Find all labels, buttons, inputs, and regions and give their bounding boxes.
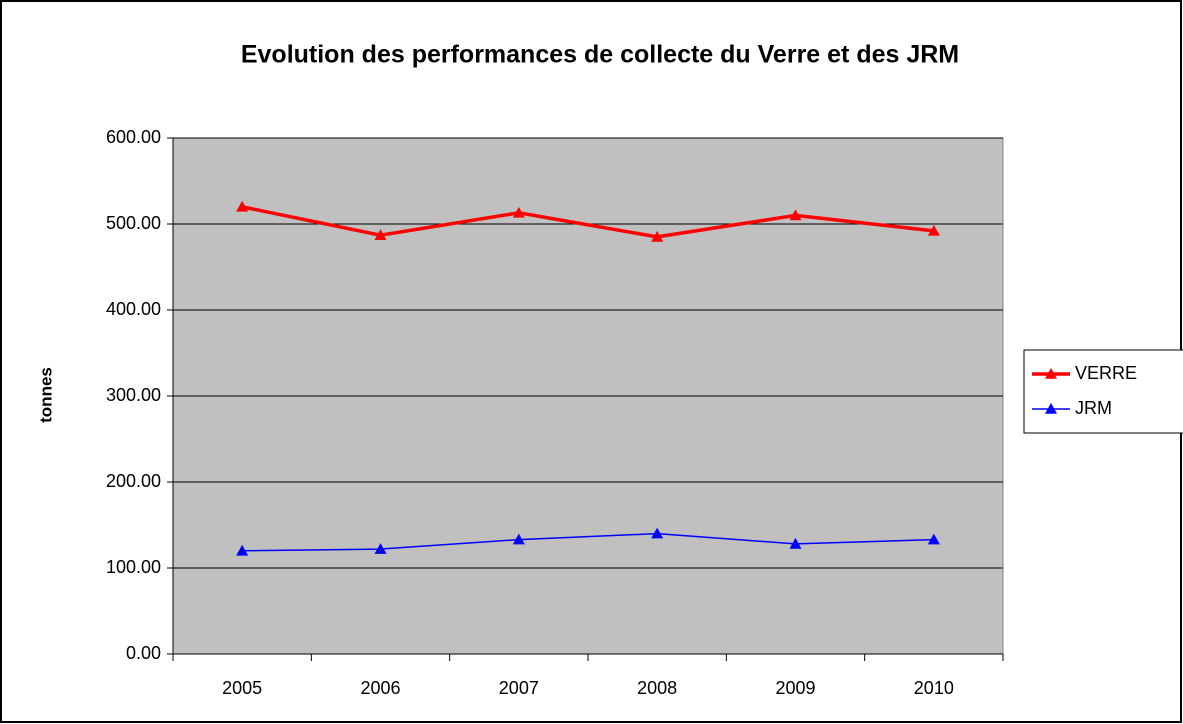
legend-marker: [1045, 403, 1057, 414]
series-line: [241, 205, 935, 239]
x-tick-label: 2007: [499, 678, 539, 698]
point-marker: [236, 200, 249, 212]
x-tick-label: 2008: [637, 678, 677, 698]
point-marker: [512, 533, 525, 545]
legend-label: JRM: [1075, 398, 1112, 418]
legend-box: [1023, 349, 1183, 434]
y-tick-label: 400.00: [106, 299, 161, 319]
point-marker: [651, 230, 664, 242]
legend-label: VERRE: [1075, 363, 1137, 383]
x-tick-label: 2005: [222, 678, 262, 698]
y-tick-label: 100.00: [106, 557, 161, 577]
point-marker: [789, 209, 802, 221]
x-tick-label: 2006: [360, 678, 400, 698]
y-tick-label: 200.00: [106, 471, 161, 491]
y-tick-label: 0.00: [126, 643, 161, 663]
y-axis-label: tonnes: [36, 367, 55, 423]
y-tick-label: 500.00: [106, 213, 161, 233]
series-line: [242, 532, 934, 552]
point-marker: [236, 544, 249, 556]
point-marker: [927, 533, 940, 545]
x-tick-label: 2009: [775, 678, 815, 698]
y-tick-label: 300.00: [106, 385, 161, 405]
y-tick-label: 600.00: [106, 127, 161, 147]
point-marker: [927, 224, 940, 236]
point-marker: [374, 543, 387, 554]
chart-title: Evolution des performances de collecte d…: [241, 41, 959, 69]
legend-marker: [1045, 368, 1057, 379]
point-marker: [651, 527, 664, 539]
point-marker: [512, 206, 525, 218]
x-tick-label: 2010: [914, 678, 954, 698]
point-marker: [789, 537, 802, 549]
point-marker: [374, 229, 387, 240]
